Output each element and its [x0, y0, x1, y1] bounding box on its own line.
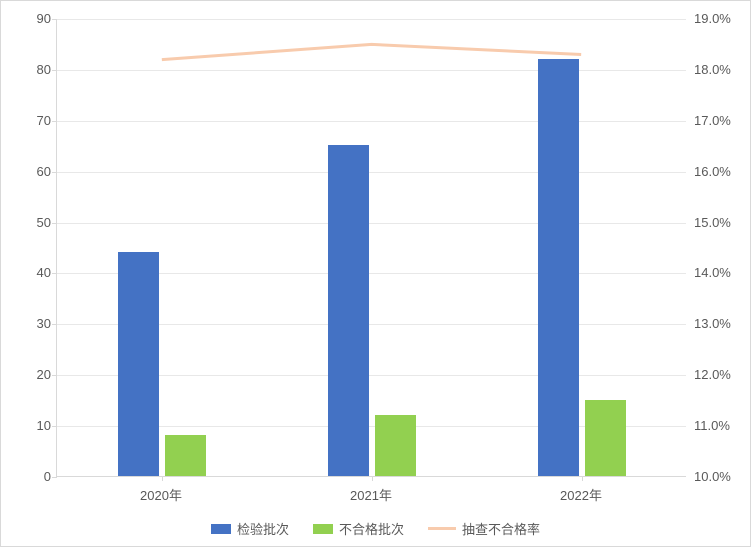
y-right-label: 14.0%	[694, 265, 744, 280]
y-left-tick	[52, 70, 57, 71]
gridline	[57, 121, 686, 122]
y-right-label: 11.0%	[694, 418, 744, 433]
gridline	[57, 70, 686, 71]
gridline	[57, 19, 686, 20]
legend-item: 抽查不合格率	[428, 519, 540, 538]
y-left-tick	[52, 324, 57, 325]
y-right-label: 10.0%	[694, 469, 744, 484]
y-left-label: 0	[11, 469, 51, 484]
y-right-label: 15.0%	[694, 215, 744, 230]
legend-swatch-line	[428, 527, 456, 530]
bar-s2	[375, 415, 416, 476]
y-right-label: 12.0%	[694, 367, 744, 382]
y-right-label: 13.0%	[694, 316, 744, 331]
x-tick	[582, 476, 583, 481]
y-left-tick	[52, 375, 57, 376]
bar-s1	[538, 59, 579, 476]
legend: 检验批次 不合格批次 抽查不合格率	[1, 519, 750, 538]
y-left-label: 90	[11, 11, 51, 26]
x-axis-label: 2020年	[140, 485, 182, 504]
line-s3	[162, 44, 581, 59]
x-tick	[162, 476, 163, 481]
y-right-label: 18.0%	[694, 62, 744, 77]
y-left-tick	[52, 172, 57, 173]
bar-s2	[585, 400, 626, 476]
y-left-label: 80	[11, 62, 51, 77]
x-axis-label: 2022年	[560, 485, 602, 504]
y-left-tick	[52, 121, 57, 122]
y-left-label: 10	[11, 418, 51, 433]
bar-s1	[328, 145, 369, 476]
legend-label: 检验批次	[237, 519, 289, 538]
y-left-label: 70	[11, 113, 51, 128]
y-left-label: 40	[11, 265, 51, 280]
y-left-label: 50	[11, 215, 51, 230]
y-left-tick	[52, 477, 57, 478]
legend-label: 不合格批次	[339, 519, 404, 538]
y-right-label: 17.0%	[694, 113, 744, 128]
y-left-label: 60	[11, 164, 51, 179]
plot-area	[56, 19, 686, 477]
y-left-label: 30	[11, 316, 51, 331]
legend-item: 不合格批次	[313, 519, 404, 538]
y-left-tick	[52, 426, 57, 427]
gridline	[57, 172, 686, 173]
legend-swatch-bar	[211, 524, 231, 534]
legend-label: 抽查不合格率	[462, 519, 540, 538]
bar-s1	[118, 252, 159, 476]
x-tick	[372, 476, 373, 481]
y-left-tick	[52, 273, 57, 274]
bar-s2	[165, 435, 206, 476]
x-axis-label: 2021年	[350, 485, 392, 504]
y-right-label: 16.0%	[694, 164, 744, 179]
y-left-tick	[52, 223, 57, 224]
y-left-tick	[52, 19, 57, 20]
legend-item: 检验批次	[211, 519, 289, 538]
y-right-label: 19.0%	[694, 11, 744, 26]
legend-swatch-bar	[313, 524, 333, 534]
y-left-label: 20	[11, 367, 51, 382]
combo-chart: 检验批次 不合格批次 抽查不合格率 0 10 20 30 40 50 60 70 80 90 10.0%…	[0, 0, 751, 547]
gridline	[57, 223, 686, 224]
